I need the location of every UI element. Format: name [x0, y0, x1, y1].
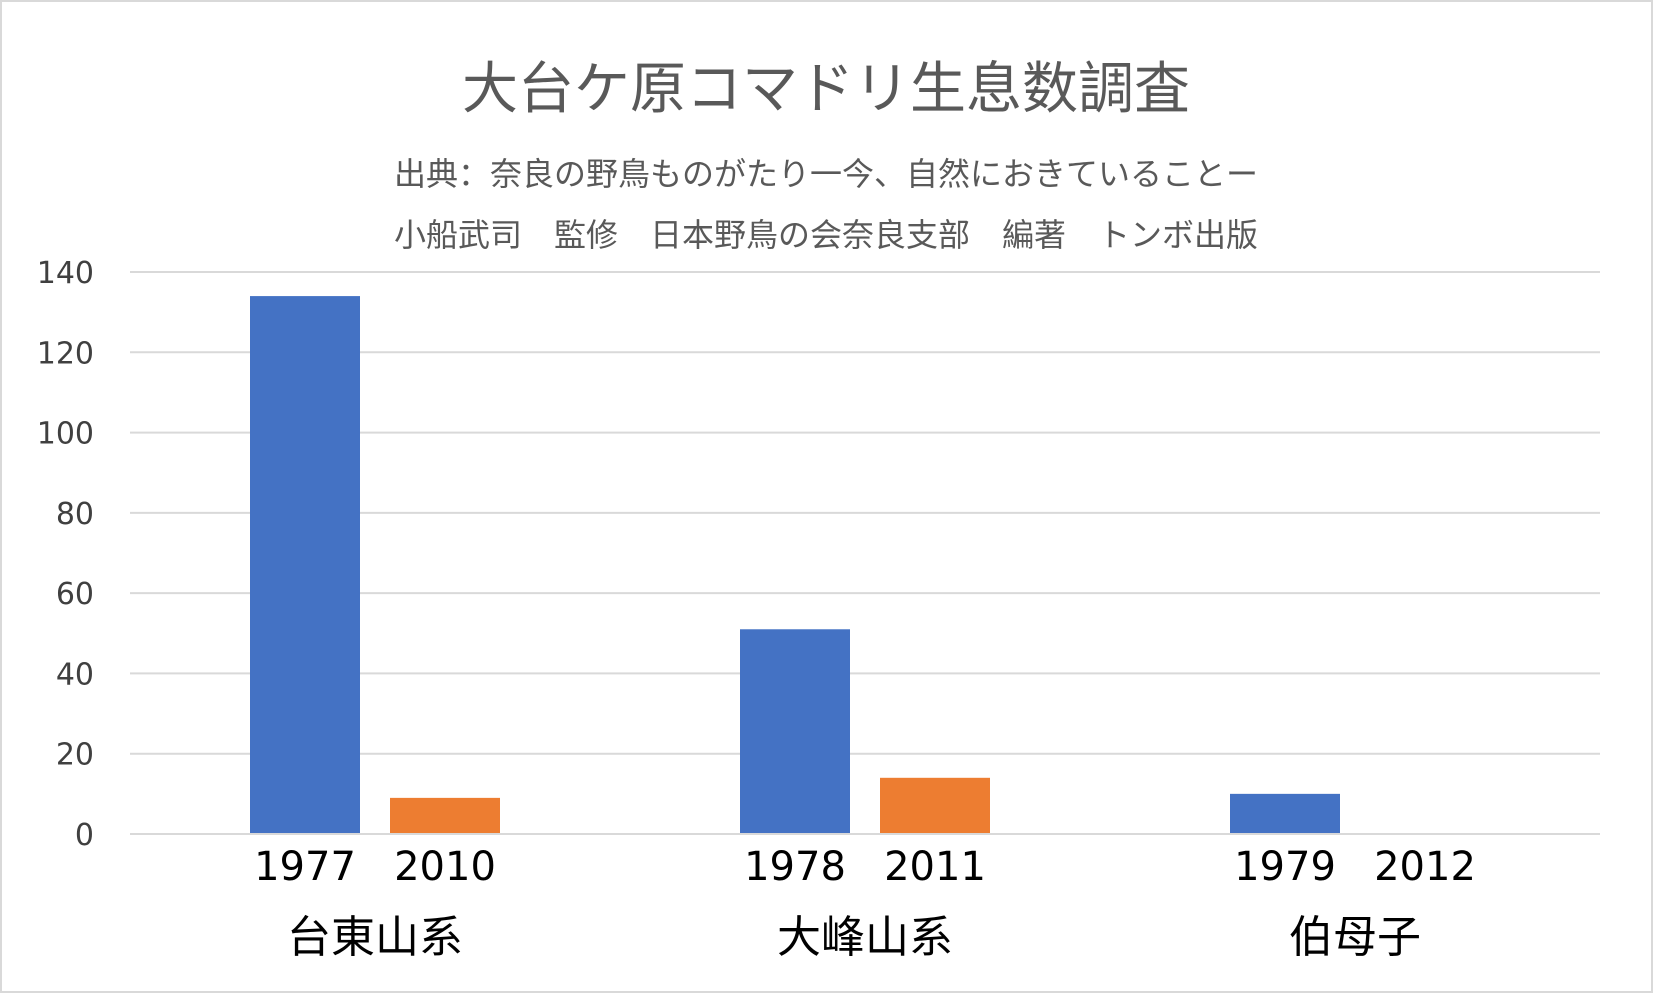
- y-tick-label: 20: [56, 738, 94, 773]
- x-tick-label-year: 1977: [254, 844, 356, 890]
- chart-subtitle-line-1: 出典：奈良の野鳥ものがたり一今、自然におきていることー: [394, 155, 1258, 193]
- x-axis-ticks: 1977 2010 台東山系 1978 2011 大峰山系 1979 2012 伯母子: [254, 844, 1476, 963]
- x-tick-label-year: 2011: [884, 844, 986, 890]
- bar-大峰山系-2011: [880, 777, 990, 834]
- x-tick-label-year: 2012: [1374, 844, 1476, 890]
- bar-大峰山系-1978: [740, 629, 850, 834]
- bar-台東山系-2010: [390, 797, 500, 834]
- y-tick-label: 0: [75, 818, 94, 853]
- y-tick-label: 140: [37, 256, 94, 291]
- chart-title: 大台ケ原コマドリ生息数調査: [462, 57, 1190, 122]
- x-tick-label-year: 2010: [394, 844, 496, 890]
- y-axis-ticks: 0 20 40 60 80 100 120 140: [37, 256, 94, 853]
- bars: [250, 296, 1340, 835]
- y-tick-label: 60: [56, 577, 94, 612]
- y-tick-label: 80: [56, 497, 94, 532]
- y-tick-label: 100: [37, 417, 94, 452]
- x-group-label: 伯母子: [1289, 912, 1421, 963]
- x-tick-label-year: 1979: [1234, 844, 1336, 890]
- gridlines: [130, 271, 1600, 755]
- x-group-label: 台東山系: [287, 912, 463, 963]
- x-group-label: 大峰山系: [777, 912, 953, 963]
- x-tick-label-year: 1978: [744, 844, 846, 890]
- bar-伯母子-1979: [1230, 793, 1340, 834]
- bar-台東山系-1977: [250, 296, 360, 835]
- chart-subtitle-line-2: 小船武司 監修 日本野鳥の会奈良支部 編著 トンボ出版: [394, 216, 1258, 254]
- y-tick-label: 120: [37, 336, 94, 371]
- y-tick-label: 40: [56, 657, 94, 692]
